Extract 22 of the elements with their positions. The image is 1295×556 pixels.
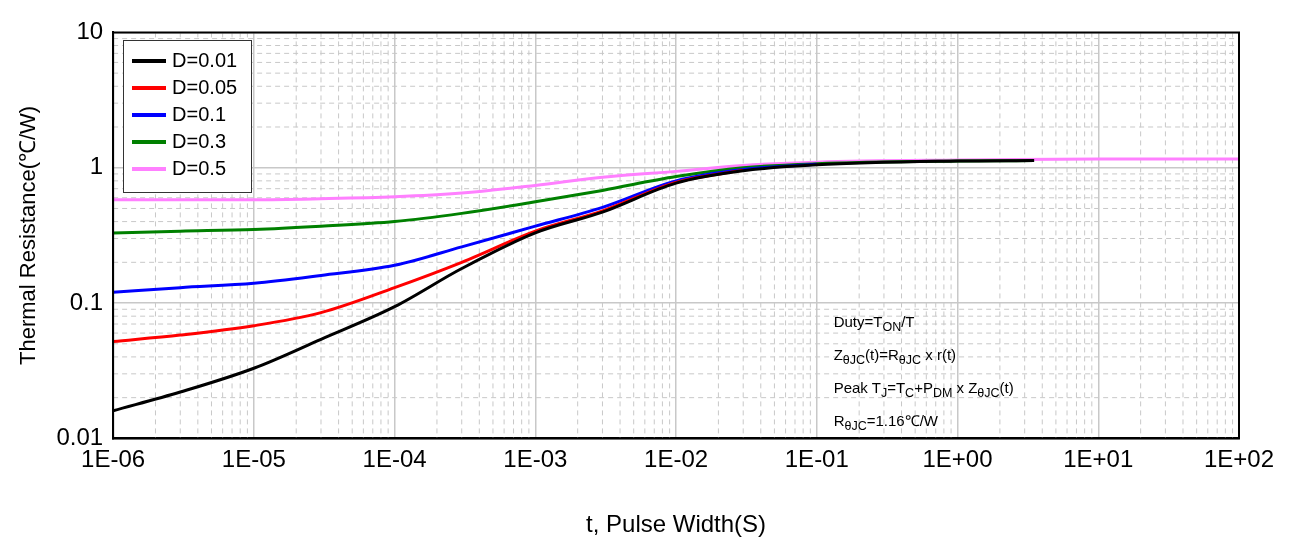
x-tick-label: 1E+00 (922, 445, 993, 473)
annotation: Z$_{θJC}$(t)=R$_{θJC}$ x r(t) (833, 345, 958, 370)
x-tick-label: 1E+02 (1203, 445, 1275, 473)
y-tick-label: 0.1 (69, 287, 104, 315)
legend-label: D=0.5 (172, 156, 227, 182)
legend-label: D=0.3 (172, 129, 227, 155)
x-tick-label: 1E-01 (784, 445, 849, 473)
y-tick-label: 10 (76, 17, 104, 45)
legend-label: D=0.01 (172, 48, 238, 74)
y-tick-label: 1 (89, 152, 104, 180)
x-tick-label: 1E-03 (503, 445, 568, 473)
x-tick-label: 1E-05 (221, 445, 286, 473)
x-tick-label: 1E+01 (1063, 445, 1134, 473)
x-tick-label: 1E-04 (362, 445, 427, 473)
legend-label: D=0.05 (172, 75, 238, 101)
y-axis-title: Thermal Resistance(℃/W) (15, 105, 41, 365)
annotation: Duty=T$_{ON}$/T (833, 312, 916, 337)
text: Peak T$_{J}$=T$_{C}$+P$_{DM}$ x Z$_{θJC}$(t) (833, 379, 1014, 401)
annotation: R$_{θJC}$=1.16℃/W (833, 411, 940, 436)
x-axis-title: t, Pulse Width(S) (586, 510, 767, 538)
legend-label: D=0.1 (172, 102, 227, 128)
x-tick-label: 1E-02 (644, 445, 709, 473)
